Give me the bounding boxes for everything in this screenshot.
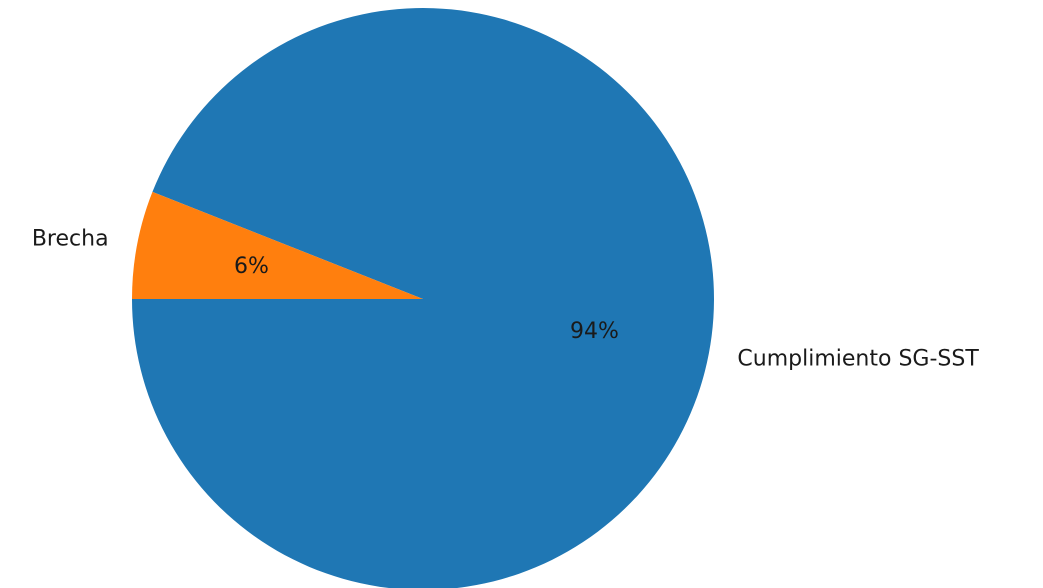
- pie-slice-cumplimiento-sg-sst: [132, 8, 714, 588]
- pie-category-label-brecha: Brecha: [32, 227, 109, 252]
- pie-slices: [132, 8, 714, 588]
- pie-pct-label-cumplimiento-sg-sst: 94%: [570, 319, 619, 344]
- pie-slice-brecha: [132, 191, 423, 299]
- pie-category-label-cumplimiento-sg-sst: Cumplimiento SG-SST: [737, 346, 979, 371]
- pie-labels: 94% Cumplimiento SG-SST 6% Brecha: [32, 227, 979, 372]
- pie-pct-label-brecha: 6%: [234, 254, 269, 279]
